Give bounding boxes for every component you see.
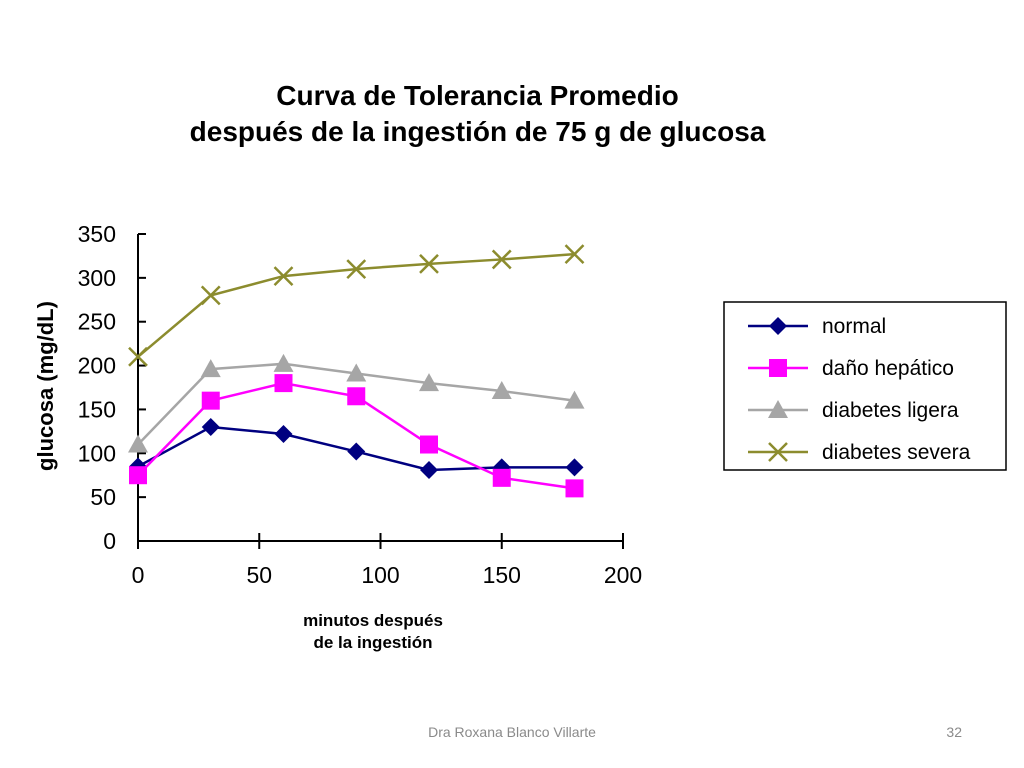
data-point [346,259,367,279]
x-tick-label: 50 [246,562,272,588]
legend-label: diabetes ligera [822,399,959,422]
data-point [419,253,439,274]
series-layer [128,244,585,498]
x-tick-label: 150 [483,562,521,588]
data-point [491,249,512,270]
series-3 [128,353,585,453]
series-2 [129,374,584,498]
data-point [273,353,294,372]
page-number: 32 [946,724,962,740]
data-point [565,458,584,477]
y-tick-label: 200 [78,353,116,379]
data-point [492,468,511,487]
legend-marker [769,317,787,335]
data-point [273,266,294,286]
legend-label: daño hepático [822,357,954,380]
data-point [274,424,293,443]
data-point [347,387,366,406]
data-point [200,359,221,378]
data-point [419,373,439,392]
y-tick-label: 100 [78,440,116,466]
data-point [201,391,220,410]
x-tick-label: 200 [604,562,642,588]
data-point [129,466,147,485]
data-point [347,442,366,461]
legend: normal daño hepático diabetes ligera diabet… [723,301,1007,471]
chart-title-line-1: Curva de Tolerancia Promedio [276,80,679,111]
chart-title: Curva de Tolerancia Promedio después de … [0,78,955,150]
chart-plot: 0 50 100 150 200 250 300 350 0 50 100 150 200 glucos… [33,221,1007,652]
data-point [420,460,438,479]
y-tick-label: 350 [78,221,116,247]
chart-title-line-2: después de la ingestión de 75 g de gluco… [189,116,766,147]
legend-marker [768,400,788,418]
data-point [491,381,512,400]
data-point [346,363,367,382]
footer-author: Dra Roxana Blanco Villarte [428,724,596,740]
data-point [201,417,220,436]
axes: 0 50 100 150 200 250 300 350 0 50 100 150 200 [78,221,643,588]
data-point [564,390,585,409]
data-point [420,435,438,454]
data-point [200,285,221,306]
x-axis-title-line-2: de la ingestión [313,633,432,652]
data-point [565,479,584,498]
y-tick-label: 300 [78,265,116,291]
x-axis-title-line-1: minutos después [303,611,443,630]
y-tick-label: 0 [103,528,116,554]
legend-marker [768,442,788,462]
data-point [128,346,148,367]
y-tick-label: 250 [78,309,116,335]
y-axis-title: glucosa (mg/dL) [33,301,58,471]
data-point [274,374,293,393]
y-tick-label: 150 [78,396,116,422]
data-point [564,244,585,265]
data-point [128,434,148,453]
legend-box [723,301,1007,471]
legend-label: normal [822,315,886,338]
footer: Dra Roxana Blanco Villarte 32 [0,724,1024,744]
series-4 [128,244,585,367]
x-tick-label: 0 [132,562,145,588]
y-tick-label: 50 [90,484,116,510]
legend-marker [769,359,787,377]
x-tick-label: 100 [361,562,399,588]
legend-label: diabetes severa [822,441,971,464]
series-1 [129,417,584,479]
